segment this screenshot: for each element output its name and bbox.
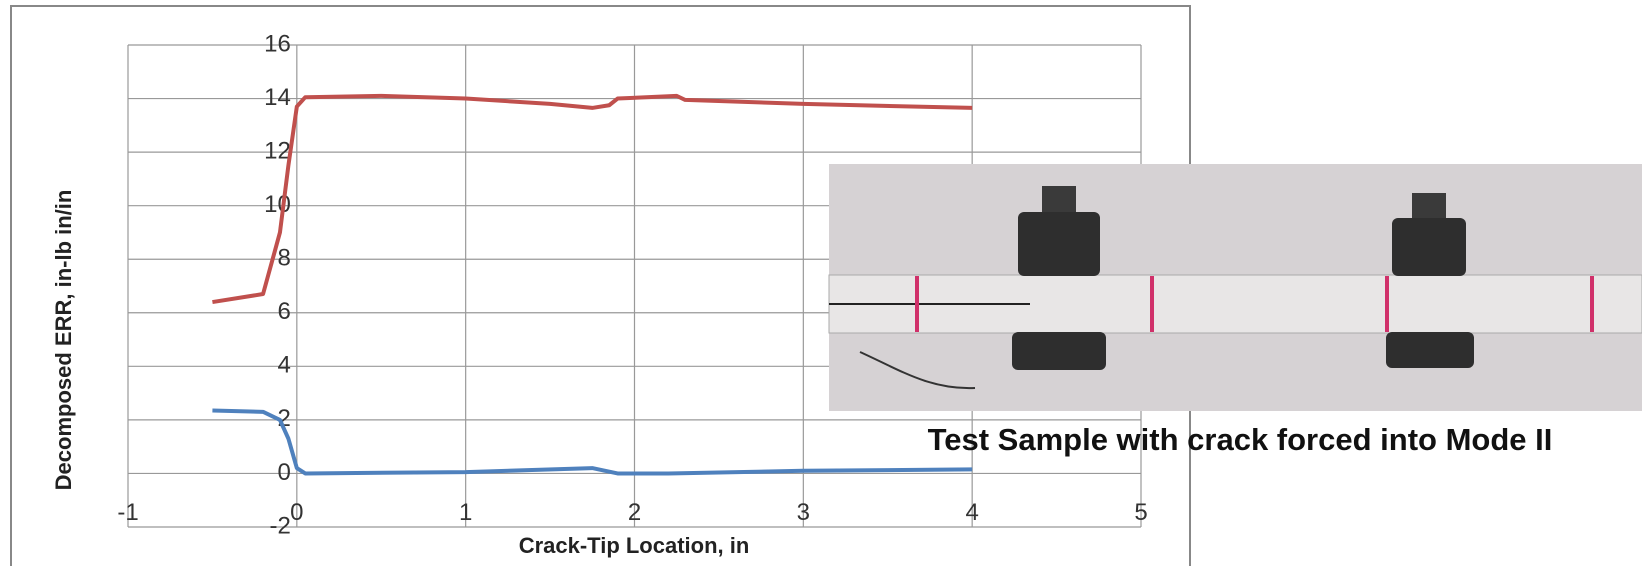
- y-tick-label: 14: [264, 84, 291, 111]
- y-tick-label: 12: [264, 137, 291, 164]
- bolt: [1042, 186, 1076, 216]
- x-axis-title: Crack-Tip Location, in: [519, 533, 750, 558]
- nut: [1012, 332, 1106, 370]
- y-tick-label: 0: [277, 459, 290, 486]
- x-tick-label: 3: [797, 499, 810, 526]
- marker: [1150, 276, 1154, 332]
- y-tick-label: 8: [277, 245, 290, 272]
- x-tick-label: 0: [290, 499, 303, 526]
- nut: [1386, 332, 1474, 368]
- x-tick-label: 1: [459, 499, 472, 526]
- x-tick-label: 2: [628, 499, 641, 526]
- x-tick-label: -1: [117, 499, 138, 526]
- marker: [1590, 276, 1594, 332]
- data-line: [212, 408, 973, 476]
- wire: [859, 351, 976, 390]
- photo: [828, 164, 1642, 411]
- marker: [915, 276, 919, 332]
- y-tick-label: -2: [269, 512, 290, 539]
- bolt: [1412, 193, 1446, 221]
- y-axis-title: Decomposed ERR, in-lb in/in: [51, 190, 76, 491]
- nut: [1018, 212, 1100, 276]
- x-tick-label: 4: [965, 499, 978, 526]
- y-tick-label: 4: [277, 352, 290, 379]
- y-tick-label: 10: [264, 191, 291, 218]
- x-tick-label: 5: [1134, 499, 1147, 526]
- data-line: [212, 93, 973, 305]
- photo-caption: Test Sample with crack forced into Mode …: [928, 422, 1553, 457]
- marker: [1385, 276, 1389, 332]
- y-tick-label: 16: [264, 30, 291, 57]
- y-tick-label: 6: [277, 298, 290, 325]
- nut: [1392, 218, 1466, 276]
